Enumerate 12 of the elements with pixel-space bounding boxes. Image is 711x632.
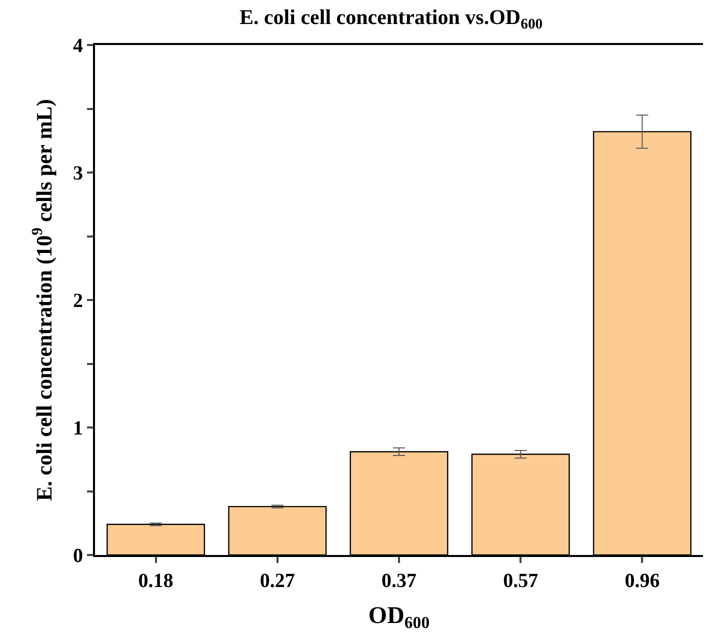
x-tick-label: 0.96 [624,570,660,592]
x-tick-label: 0.27 [260,570,295,592]
y-tick-label: 0 [73,545,83,567]
y-tick-label: 4 [73,35,83,57]
y-tick-label: 3 [73,162,83,184]
chart-title: E. coli cell concentration vs.OD$_{600}$ [239,5,543,33]
y-tick-label: 2 [73,290,83,312]
x-axis-title: OD$_{600}$ [368,602,430,632]
x-tick-label: 0.57 [503,570,538,592]
y-tick-label: 1 [73,418,83,440]
x-tick-label: 0.37 [382,570,416,592]
x-tick-label: 0.18 [138,570,174,592]
